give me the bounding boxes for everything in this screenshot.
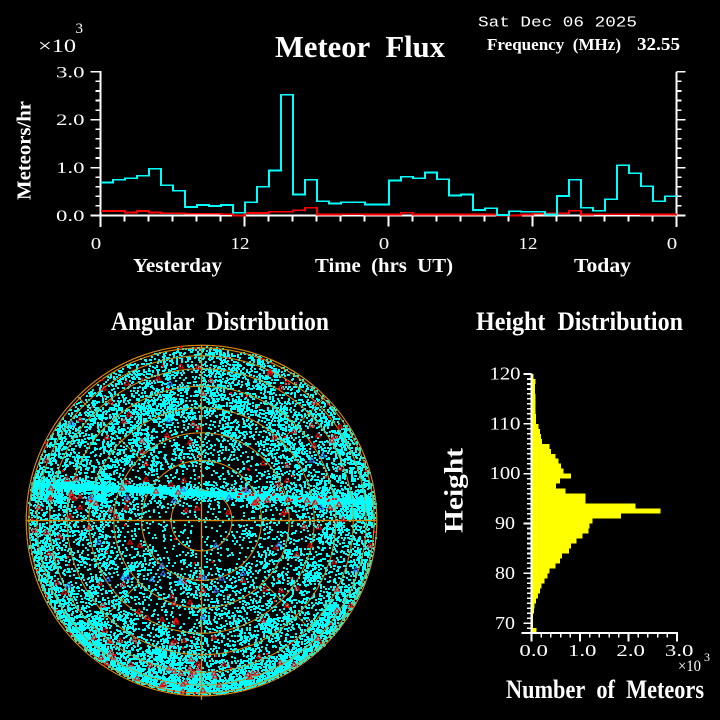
- svg-text:2.0: 2.0: [56, 112, 85, 129]
- svg-text:Yesterday: Yesterday: [133, 255, 222, 277]
- svg-text:Height Distribution: Height Distribution: [476, 307, 683, 336]
- svg-text:80: 80: [495, 563, 515, 583]
- svg-text:12: 12: [231, 234, 250, 253]
- svg-text:90: 90: [495, 513, 515, 533]
- svg-text:Today: Today: [574, 255, 631, 277]
- svg-text:×10: ×10: [678, 658, 701, 675]
- svg-text:Angular Distribution: Angular Distribution: [111, 307, 329, 336]
- svg-text:Sat Dec 06 2025: Sat Dec 06 2025: [478, 15, 637, 32]
- svg-text:Frequency (MHz): Frequency (MHz): [487, 35, 621, 54]
- svg-text:1.0: 1.0: [56, 160, 85, 177]
- svg-text:3.0: 3.0: [56, 64, 85, 81]
- svg-text:120: 120: [490, 364, 521, 384]
- svg-text:×10: ×10: [38, 36, 76, 57]
- svg-text:12: 12: [519, 234, 538, 253]
- svg-text:Meteors/hr: Meteors/hr: [14, 101, 36, 200]
- svg-text:3.0: 3.0: [665, 641, 694, 660]
- svg-text:0.0: 0.0: [56, 208, 85, 225]
- svg-text:110: 110: [490, 413, 521, 433]
- svg-text:1.0: 1.0: [568, 641, 597, 660]
- svg-text:70: 70: [495, 613, 515, 633]
- svg-text:32.55: 32.55: [637, 34, 680, 54]
- svg-text:2.0: 2.0: [616, 641, 645, 660]
- svg-text:0: 0: [91, 234, 102, 253]
- svg-text:Meteor Flux: Meteor Flux: [275, 29, 445, 64]
- svg-text:Height: Height: [440, 448, 469, 533]
- svg-text:0: 0: [379, 234, 390, 253]
- svg-text:3: 3: [704, 650, 710, 664]
- svg-text:3: 3: [76, 21, 84, 37]
- svg-text:0.0: 0.0: [519, 641, 548, 660]
- svg-text:Number of Meteors: Number of Meteors: [506, 675, 704, 704]
- svg-text:Time (hrs UT): Time (hrs UT): [315, 255, 453, 277]
- svg-text:100: 100: [490, 463, 521, 483]
- svg-text:0: 0: [667, 234, 678, 253]
